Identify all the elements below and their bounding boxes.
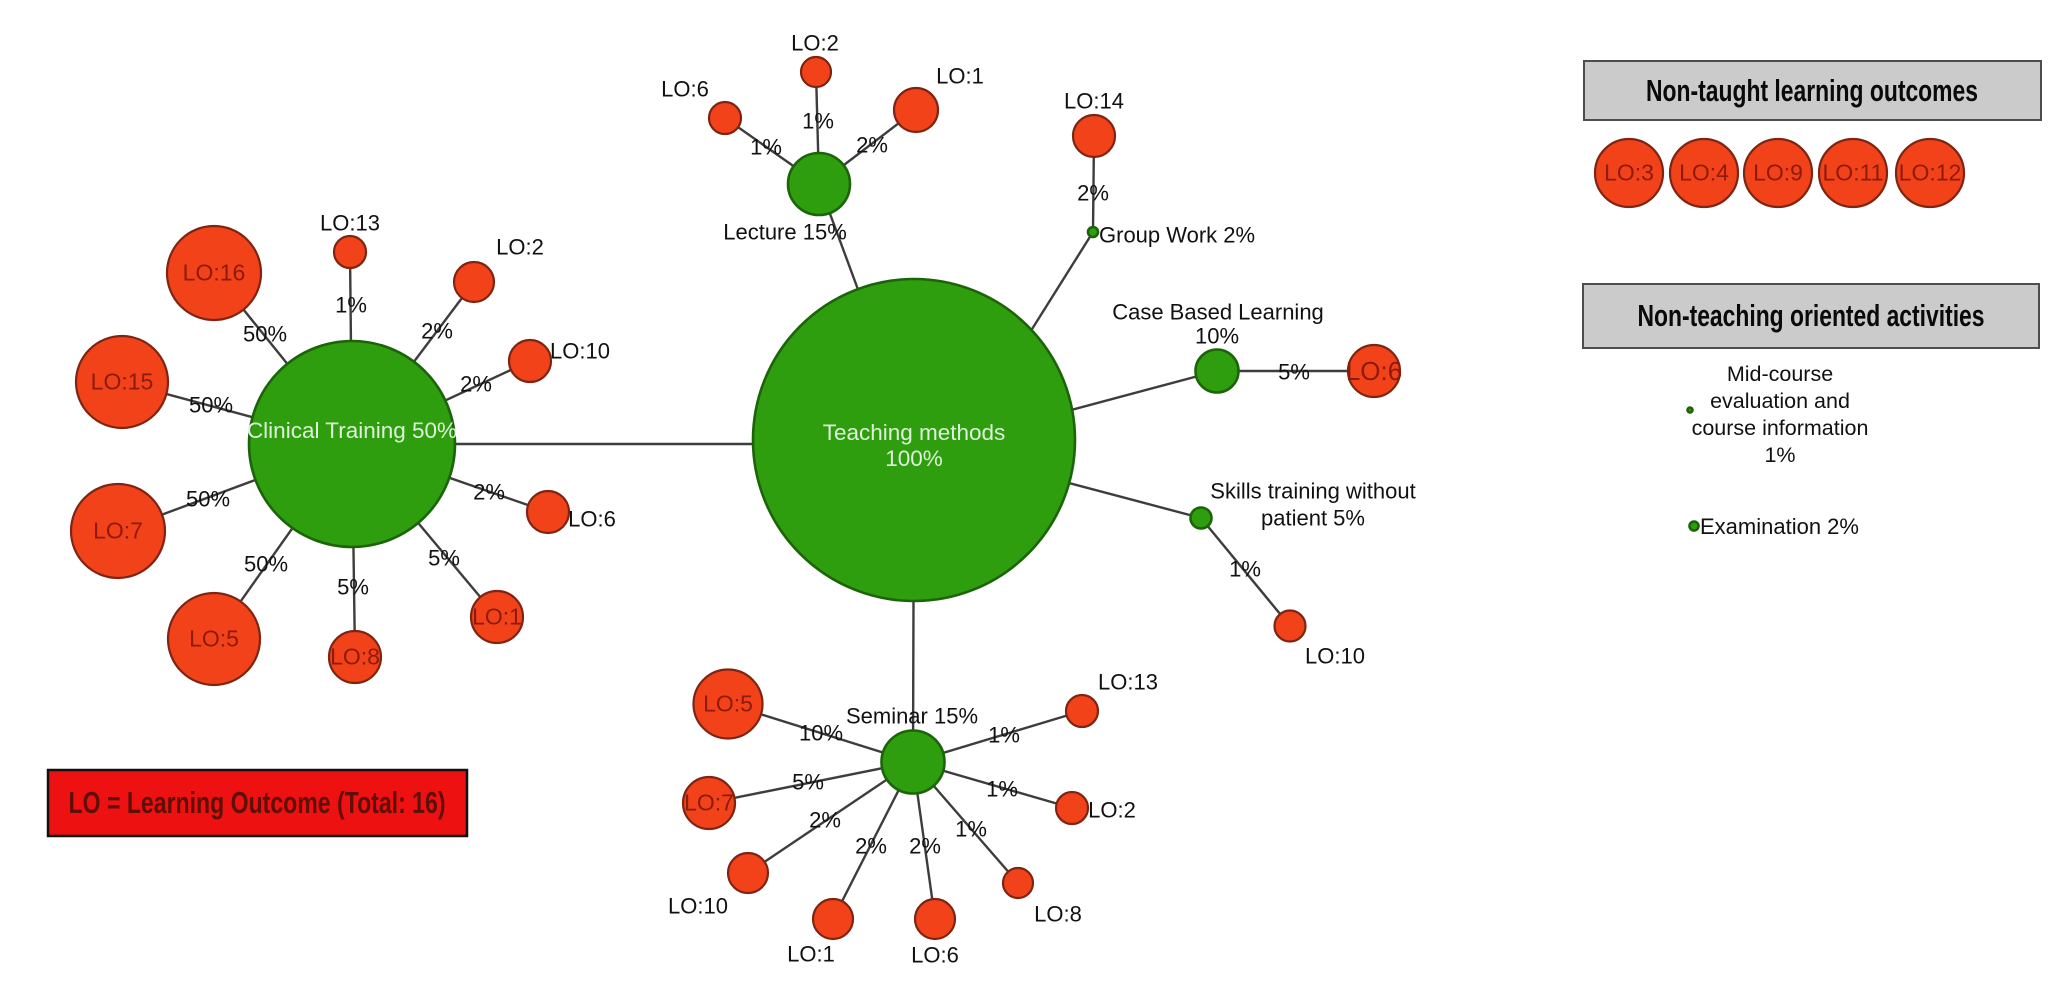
svg-text:2%: 2% [421,319,453,344]
svg-text:1%: 1% [802,109,834,134]
svg-text:evaluation and: evaluation and [1710,389,1850,413]
svg-text:1%: 1% [1764,443,1795,467]
svg-text:2%: 2% [1077,181,1109,206]
svg-text:course information: course information [1692,416,1869,440]
svg-text:2%: 2% [809,808,841,833]
svg-text:LO:16: LO:16 [183,260,246,286]
svg-text:1%: 1% [955,817,987,842]
svg-text:LO:15: LO:15 [91,369,154,395]
svg-text:5%: 5% [792,770,824,795]
svg-text:2%: 2% [909,834,941,859]
svg-text:100%: 100% [885,446,943,471]
svg-text:LO:13: LO:13 [1098,670,1158,695]
svg-text:LO:13: LO:13 [320,211,380,236]
svg-text:LO:10: LO:10 [668,894,728,919]
svg-text:1%: 1% [988,723,1020,748]
svg-text:Non-teaching oriented activiti: Non-teaching oriented activities [1638,298,1985,333]
svg-text:1%: 1% [750,135,782,160]
svg-text:LO:9: LO:9 [1753,160,1803,186]
svg-text:5%: 5% [337,575,369,600]
svg-text:LO:8: LO:8 [330,644,380,670]
svg-text:LO:2: LO:2 [1088,798,1136,823]
svg-text:LO:1: LO:1 [472,604,522,630]
svg-text:Examination 2%: Examination 2% [1700,514,1859,539]
svg-text:5%: 5% [1278,360,1310,385]
svg-text:2%: 2% [473,480,505,505]
svg-text:LO:2: LO:2 [791,31,839,56]
svg-text:Seminar 15%: Seminar 15% [846,704,978,729]
svg-text:LO:14: LO:14 [1064,89,1124,114]
svg-text:LO:8: LO:8 [1034,902,1082,927]
svg-text:10%: 10% [1195,324,1239,349]
svg-text:Case Based Learning: Case Based Learning [1112,300,1324,325]
svg-text:50%: 50% [243,322,287,347]
svg-text:LO:10: LO:10 [1305,644,1365,669]
svg-text:2%: 2% [856,133,888,158]
svg-text:LO = Learning Outcome (Total:: LO = Learning Outcome (Total: 16) [69,785,446,820]
svg-text:LO:5: LO:5 [189,626,239,652]
svg-text:1%: 1% [986,777,1018,802]
svg-text:LO:4: LO:4 [1679,160,1729,186]
svg-text:1%: 1% [1229,557,1261,582]
svg-text:LO:6: LO:6 [661,77,709,102]
svg-text:LO:7: LO:7 [684,790,734,816]
svg-text:LO:6: LO:6 [1346,356,1402,386]
svg-text:LO:6: LO:6 [568,507,616,532]
svg-text:Teaching methods: Teaching methods [823,420,1006,445]
svg-text:2%: 2% [460,372,492,397]
svg-text:LO:11: LO:11 [1823,160,1884,186]
svg-text:LO:10: LO:10 [550,339,610,364]
svg-text:Lecture 15%: Lecture 15% [723,220,847,245]
svg-text:Skills training without: Skills training without [1210,479,1415,504]
svg-text:LO:1: LO:1 [936,64,984,89]
svg-text:Group Work 2%: Group Work 2% [1099,223,1255,248]
svg-text:LO:1: LO:1 [787,942,835,967]
svg-text:LO:3: LO:3 [1604,160,1654,186]
svg-text:LO:12: LO:12 [1899,160,1962,186]
svg-text:Non-taught learning outcomes: Non-taught learning outcomes [1646,73,1978,108]
svg-text:50%: 50% [189,393,233,418]
svg-text:10%: 10% [799,721,843,746]
svg-text:1%: 1% [335,293,367,318]
svg-text:LO:2: LO:2 [496,235,544,260]
svg-text:5%: 5% [428,546,460,571]
svg-text:LO:6: LO:6 [911,943,959,968]
svg-text:Mid-course: Mid-course [1727,362,1833,386]
svg-text:50%: 50% [186,487,230,512]
svg-text:50%: 50% [244,552,288,577]
svg-text:LO:5: LO:5 [703,691,753,717]
svg-text:LO:7: LO:7 [93,518,143,544]
svg-text:Clinical Training 50%: Clinical Training 50% [247,418,457,443]
svg-text:patient 5%: patient 5% [1261,506,1365,531]
svg-text:2%: 2% [855,834,887,859]
